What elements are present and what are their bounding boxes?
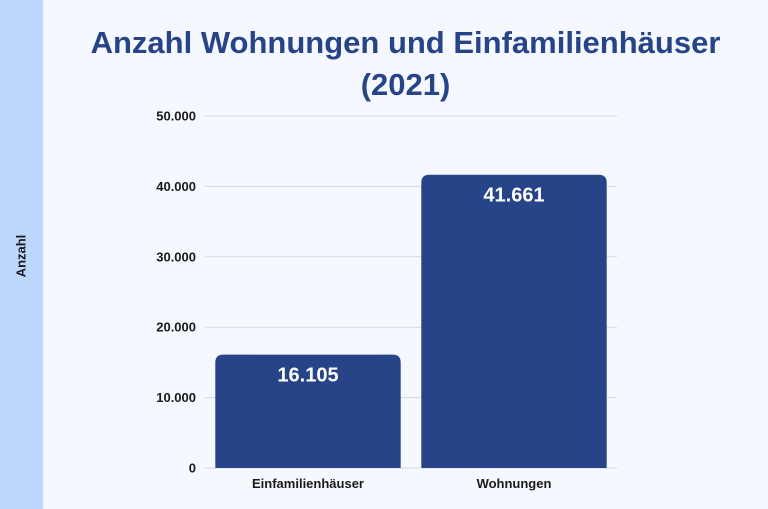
x-category-label: Wohnungen	[477, 476, 552, 491]
chart-title-line-1: Anzahl Wohnungen und Einfamilienhäuser	[90, 25, 721, 60]
y-tick-label: 50.000	[156, 109, 196, 124]
bar-wohnungen	[421, 174, 607, 469]
bar-einfamilienhäuser	[215, 354, 401, 468]
y-axis-ticks: 0 10.000 20.000 30.000 40.000 50.000	[156, 109, 196, 476]
y-tick-label: 0	[189, 461, 196, 476]
x-axis-categories: Einfamilienhäuser Wohnungen	[252, 476, 551, 491]
x-category-label: Einfamilienhäuser	[252, 476, 364, 491]
y-tick-label: 40.000	[156, 179, 196, 194]
chart-title-line-2: (2021)	[360, 67, 451, 102]
bars	[215, 174, 607, 469]
bar-value-label: 41.661	[483, 185, 544, 207]
y-tick-label: 20.000	[156, 320, 196, 335]
y-tick-label: 30.000	[156, 249, 196, 264]
chart-title: Anzahl Wohnungen und Einfamilienhäuser (…	[43, 22, 768, 106]
bar-value-labels: 16.105 41.661	[277, 185, 544, 387]
bar-value-label: 16.105	[277, 365, 338, 387]
y-tick-label: 10.000	[156, 390, 196, 405]
side-band	[0, 0, 43, 509]
